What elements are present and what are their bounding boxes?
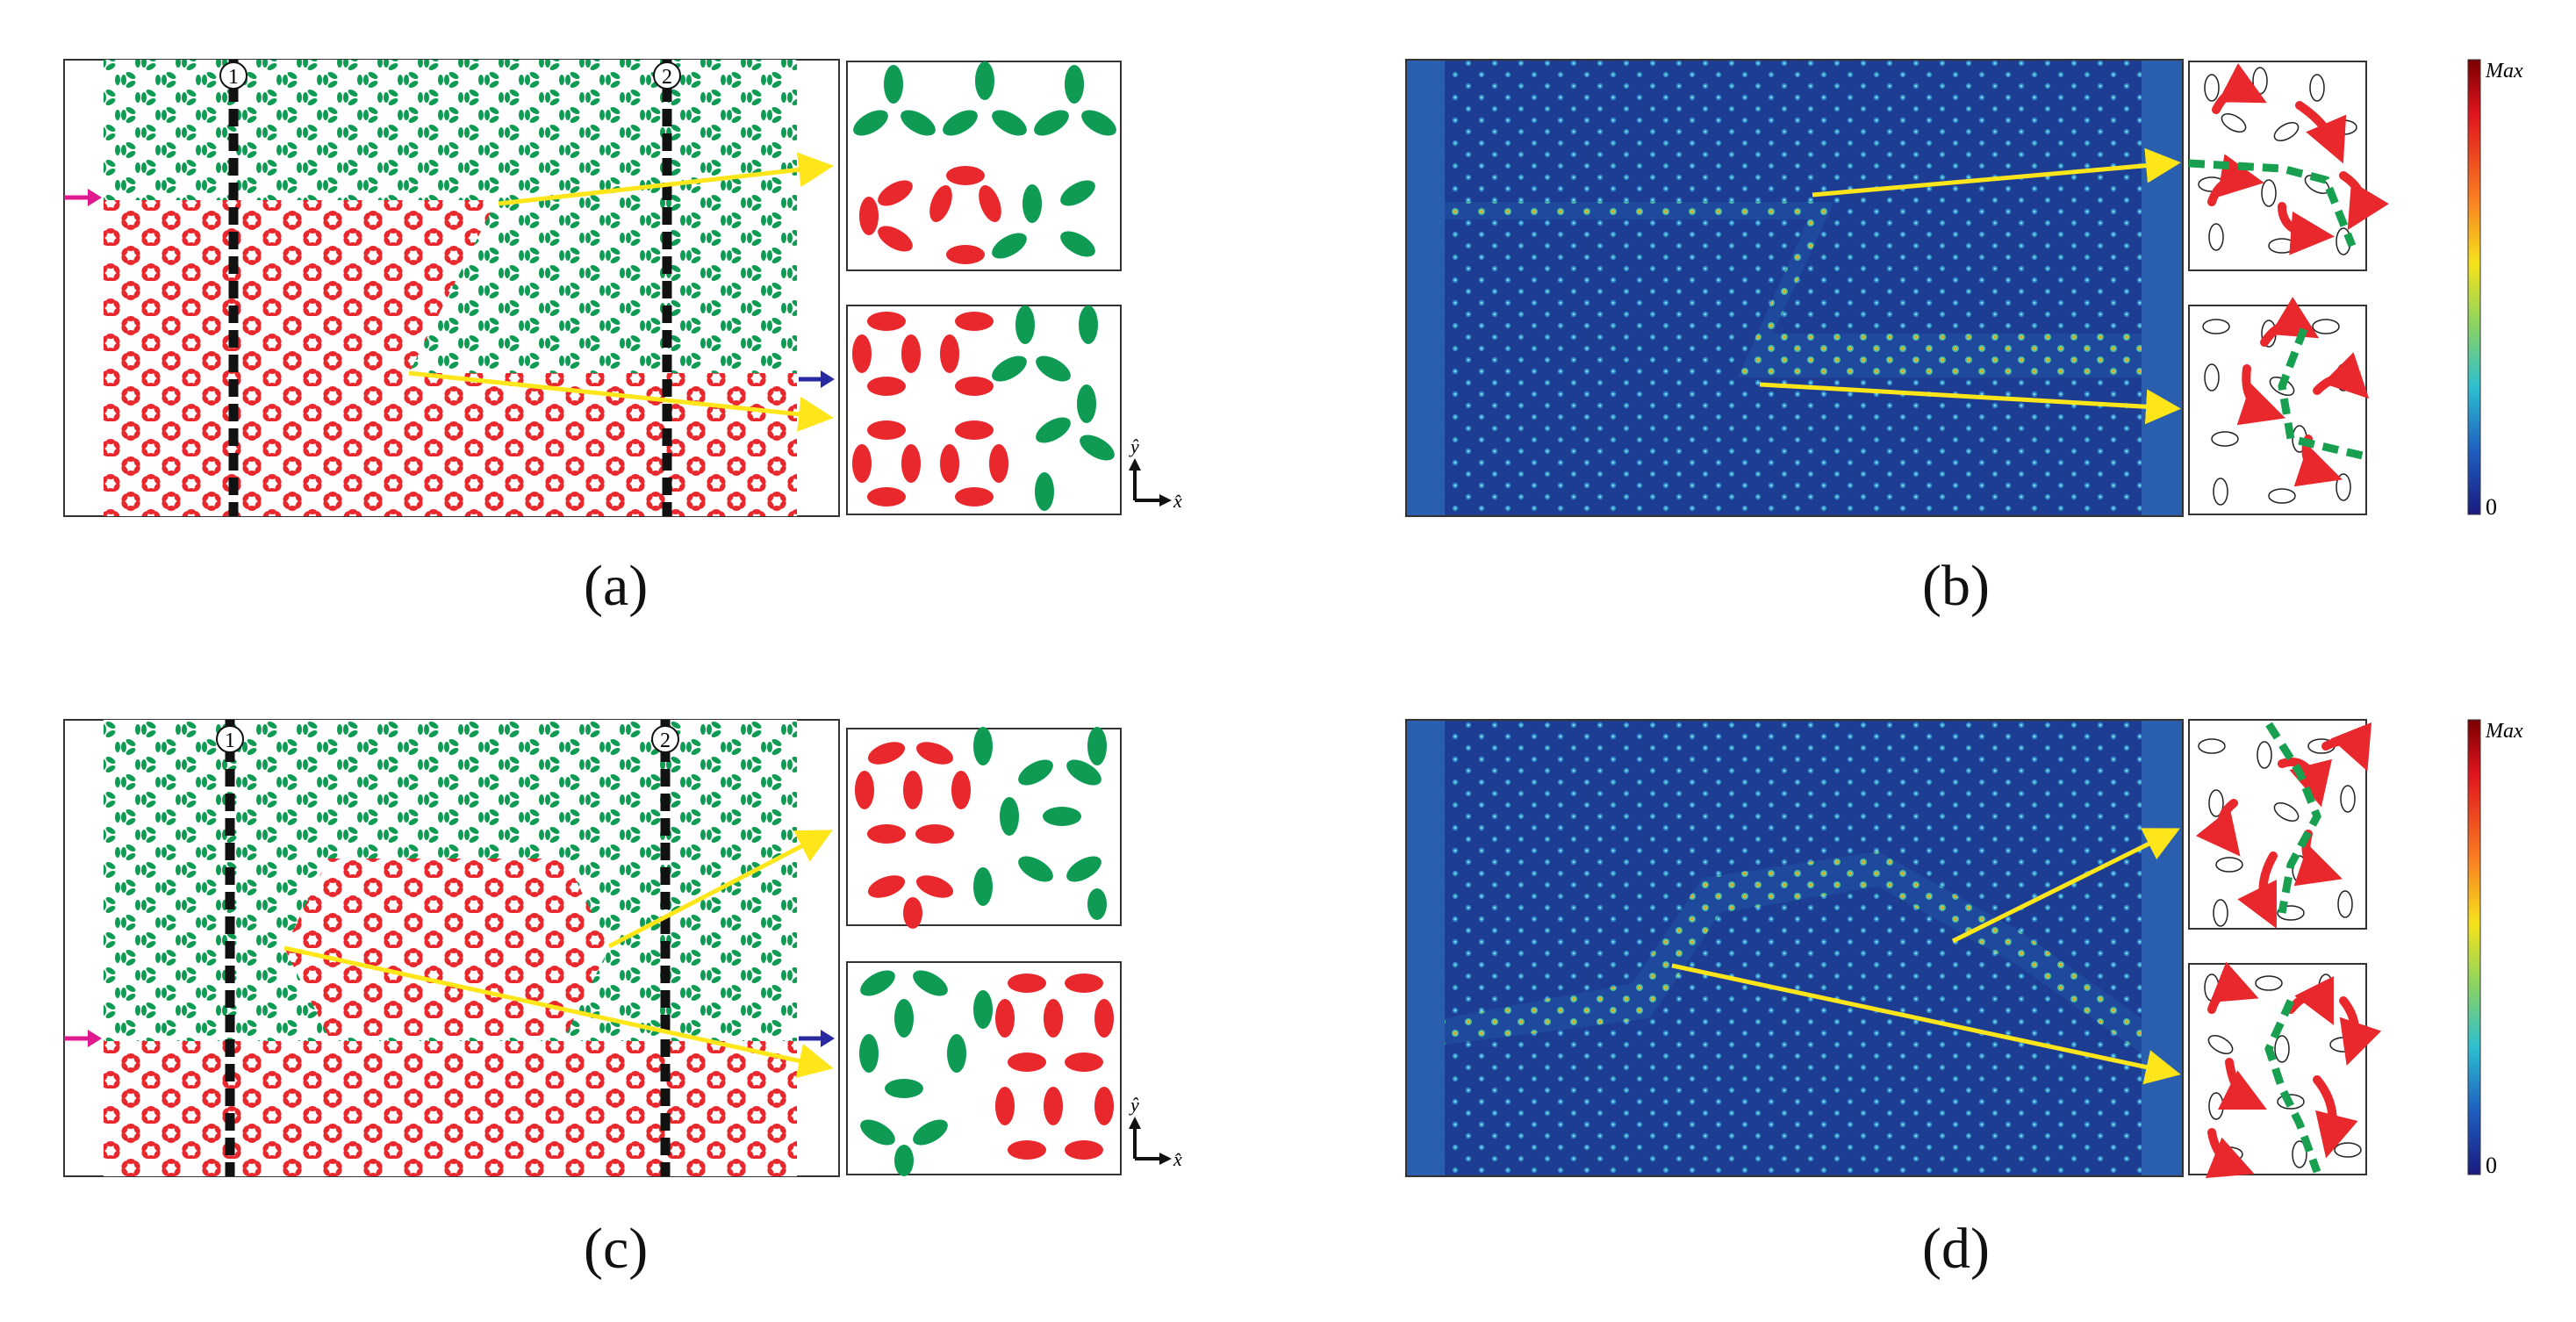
panel-c-axis-x-label: x̂ — [1173, 1148, 1182, 1170]
panel-d-inset-top-content — [2198, 738, 2356, 927]
panel-d: Max 0 — [1405, 719, 2523, 1179]
panel-d-edge-state-hot — [1445, 851, 2142, 1053]
panel-b-inset-top-vortices — [2207, 62, 2389, 255]
panel-b-frame — [1405, 59, 2184, 517]
panel-a-pointer-bottom — [408, 370, 834, 432]
panel-c: 1 2 — [63, 719, 1182, 1177]
panel-c-output-arrowhead — [821, 1030, 835, 1047]
panel-a-axis-x-label: x̂ — [1173, 490, 1182, 512]
panel-b-colorbar — [2467, 59, 2481, 515]
panel-c-red-region — [104, 1041, 797, 1176]
panel-d-field-map — [1406, 720, 2183, 1176]
panel-d-left-pml — [1406, 720, 1445, 1176]
panel-a-red-region — [104, 200, 797, 516]
panel-b-left-pml — [1406, 60, 1445, 516]
panel-c-inset-bottom-content — [859, 970, 1114, 1176]
panel-a-axis-x-head — [1159, 494, 1172, 507]
panel-b-colorbar-min: 0 — [2486, 494, 2497, 520]
panel-d-colorbar-max: Max — [2485, 720, 2523, 743]
panel-a-marker-1-circle — [219, 61, 248, 90]
panel-a-output-arrowhead — [821, 370, 835, 388]
panel-b-colorbar-max: Max — [2485, 60, 2523, 83]
panel-a: 1 2 — [63, 59, 1182, 517]
panel-c-input-arrowhead — [88, 1030, 102, 1047]
panel-b-inset-top-edge-path — [2188, 159, 2357, 248]
panel-b-right-pml — [2142, 60, 2183, 516]
panel-d-inset-top-edge-path — [2265, 722, 2321, 914]
panel-a-marker-1: 1 — [228, 66, 239, 89]
panel-b-label: (b) — [1922, 554, 1990, 618]
panel-d-colorbar — [2467, 719, 2481, 1175]
panel-c-marker-2: 2 — [660, 729, 671, 752]
panel-d-pointer-top — [1951, 828, 2180, 944]
panel-b-edge-state-hot — [1445, 158, 2142, 377]
panel-d-pointer-bottom — [1671, 963, 2181, 1085]
panel-a-marker-2: 2 — [662, 66, 672, 89]
panel-c-pointer-top — [607, 830, 833, 949]
panel-c-axis-y-head — [1129, 1117, 1141, 1129]
panel-a-inset-top-content — [853, 61, 1116, 264]
panel-c-pointer-bottom — [283, 945, 834, 1079]
panel-a-input-arrowhead — [88, 189, 102, 206]
panel-c-label: (c) — [584, 1217, 649, 1281]
panel-c-axis-y-label: ŷ — [1129, 1094, 1139, 1116]
panel-d-inset-bottom-vortices — [2205, 961, 2382, 1179]
panel-a-pointer-top — [498, 152, 834, 206]
panel-a-inset-bottom-content — [852, 305, 1115, 511]
panel-c-marker-1: 1 — [225, 729, 235, 752]
panel-d-label: (d) — [1922, 1217, 1990, 1281]
panel-a-marker-2-circle — [653, 61, 681, 90]
panel-c-marker-2-circle — [651, 725, 679, 753]
panel-c-red-hexagon — [284, 859, 609, 1036]
panel-a-label: (a) — [584, 554, 649, 618]
panel-d-inset-bottom-edge-path — [2264, 999, 2321, 1174]
panel-b-pointer-bottom — [1759, 382, 2181, 425]
panel-b: Max 0 — [1405, 59, 2523, 520]
panel-a-inset-bottom — [846, 305, 1122, 515]
panel-d-frame — [1405, 719, 2184, 1177]
panel-b-inset-bottom-vortices — [2236, 297, 2370, 487]
panel-a-axis-y-head — [1129, 458, 1141, 471]
panel-c-inset-top-content — [855, 727, 1107, 929]
panel-a-axis-y-label: ŷ — [1129, 435, 1139, 457]
panel-b-inset-bottom-edge-path — [2278, 327, 2368, 461]
panel-d-right-pml — [2142, 720, 2183, 1176]
panel-d-colorbar-min: 0 — [2486, 1153, 2497, 1178]
panel-b-field-map — [1406, 60, 2183, 516]
panel-b-pointer-top — [1812, 147, 2181, 198]
panel-c-marker-1-circle — [216, 725, 244, 753]
panel-c-axis-x-head — [1159, 1153, 1172, 1165]
